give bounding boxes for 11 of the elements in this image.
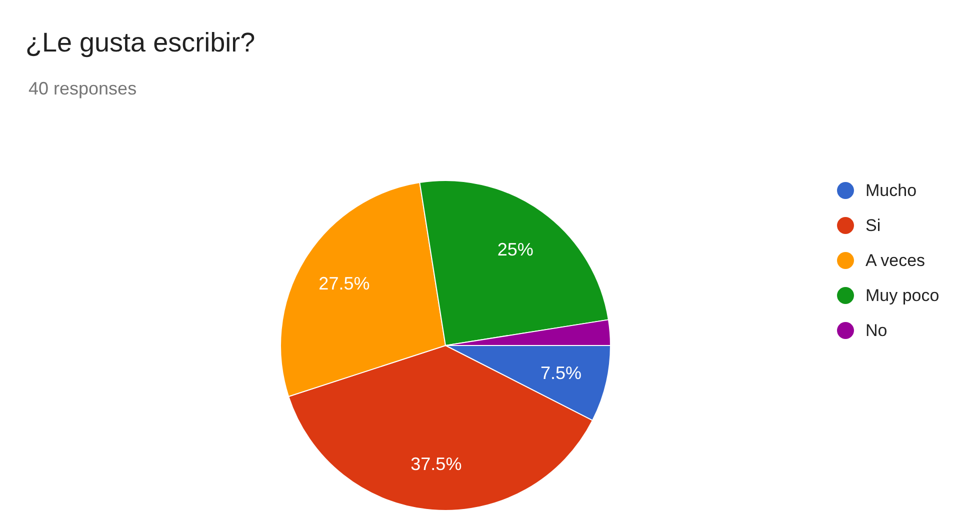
legend-label: A veces xyxy=(866,251,926,270)
data-label: 37.5% xyxy=(410,454,462,474)
data-label: 27.5% xyxy=(318,273,370,294)
data-label: 7.5% xyxy=(540,363,582,384)
legend-label: Mucho xyxy=(866,181,917,200)
legend-label: Si xyxy=(866,216,881,235)
chart-title: ¿Le gusta escribir? xyxy=(26,28,256,58)
data-label: 25% xyxy=(497,239,534,260)
legend-label: No xyxy=(866,321,888,340)
text: 40 responses xyxy=(28,78,137,98)
legend-label: Muy poco xyxy=(866,286,940,305)
